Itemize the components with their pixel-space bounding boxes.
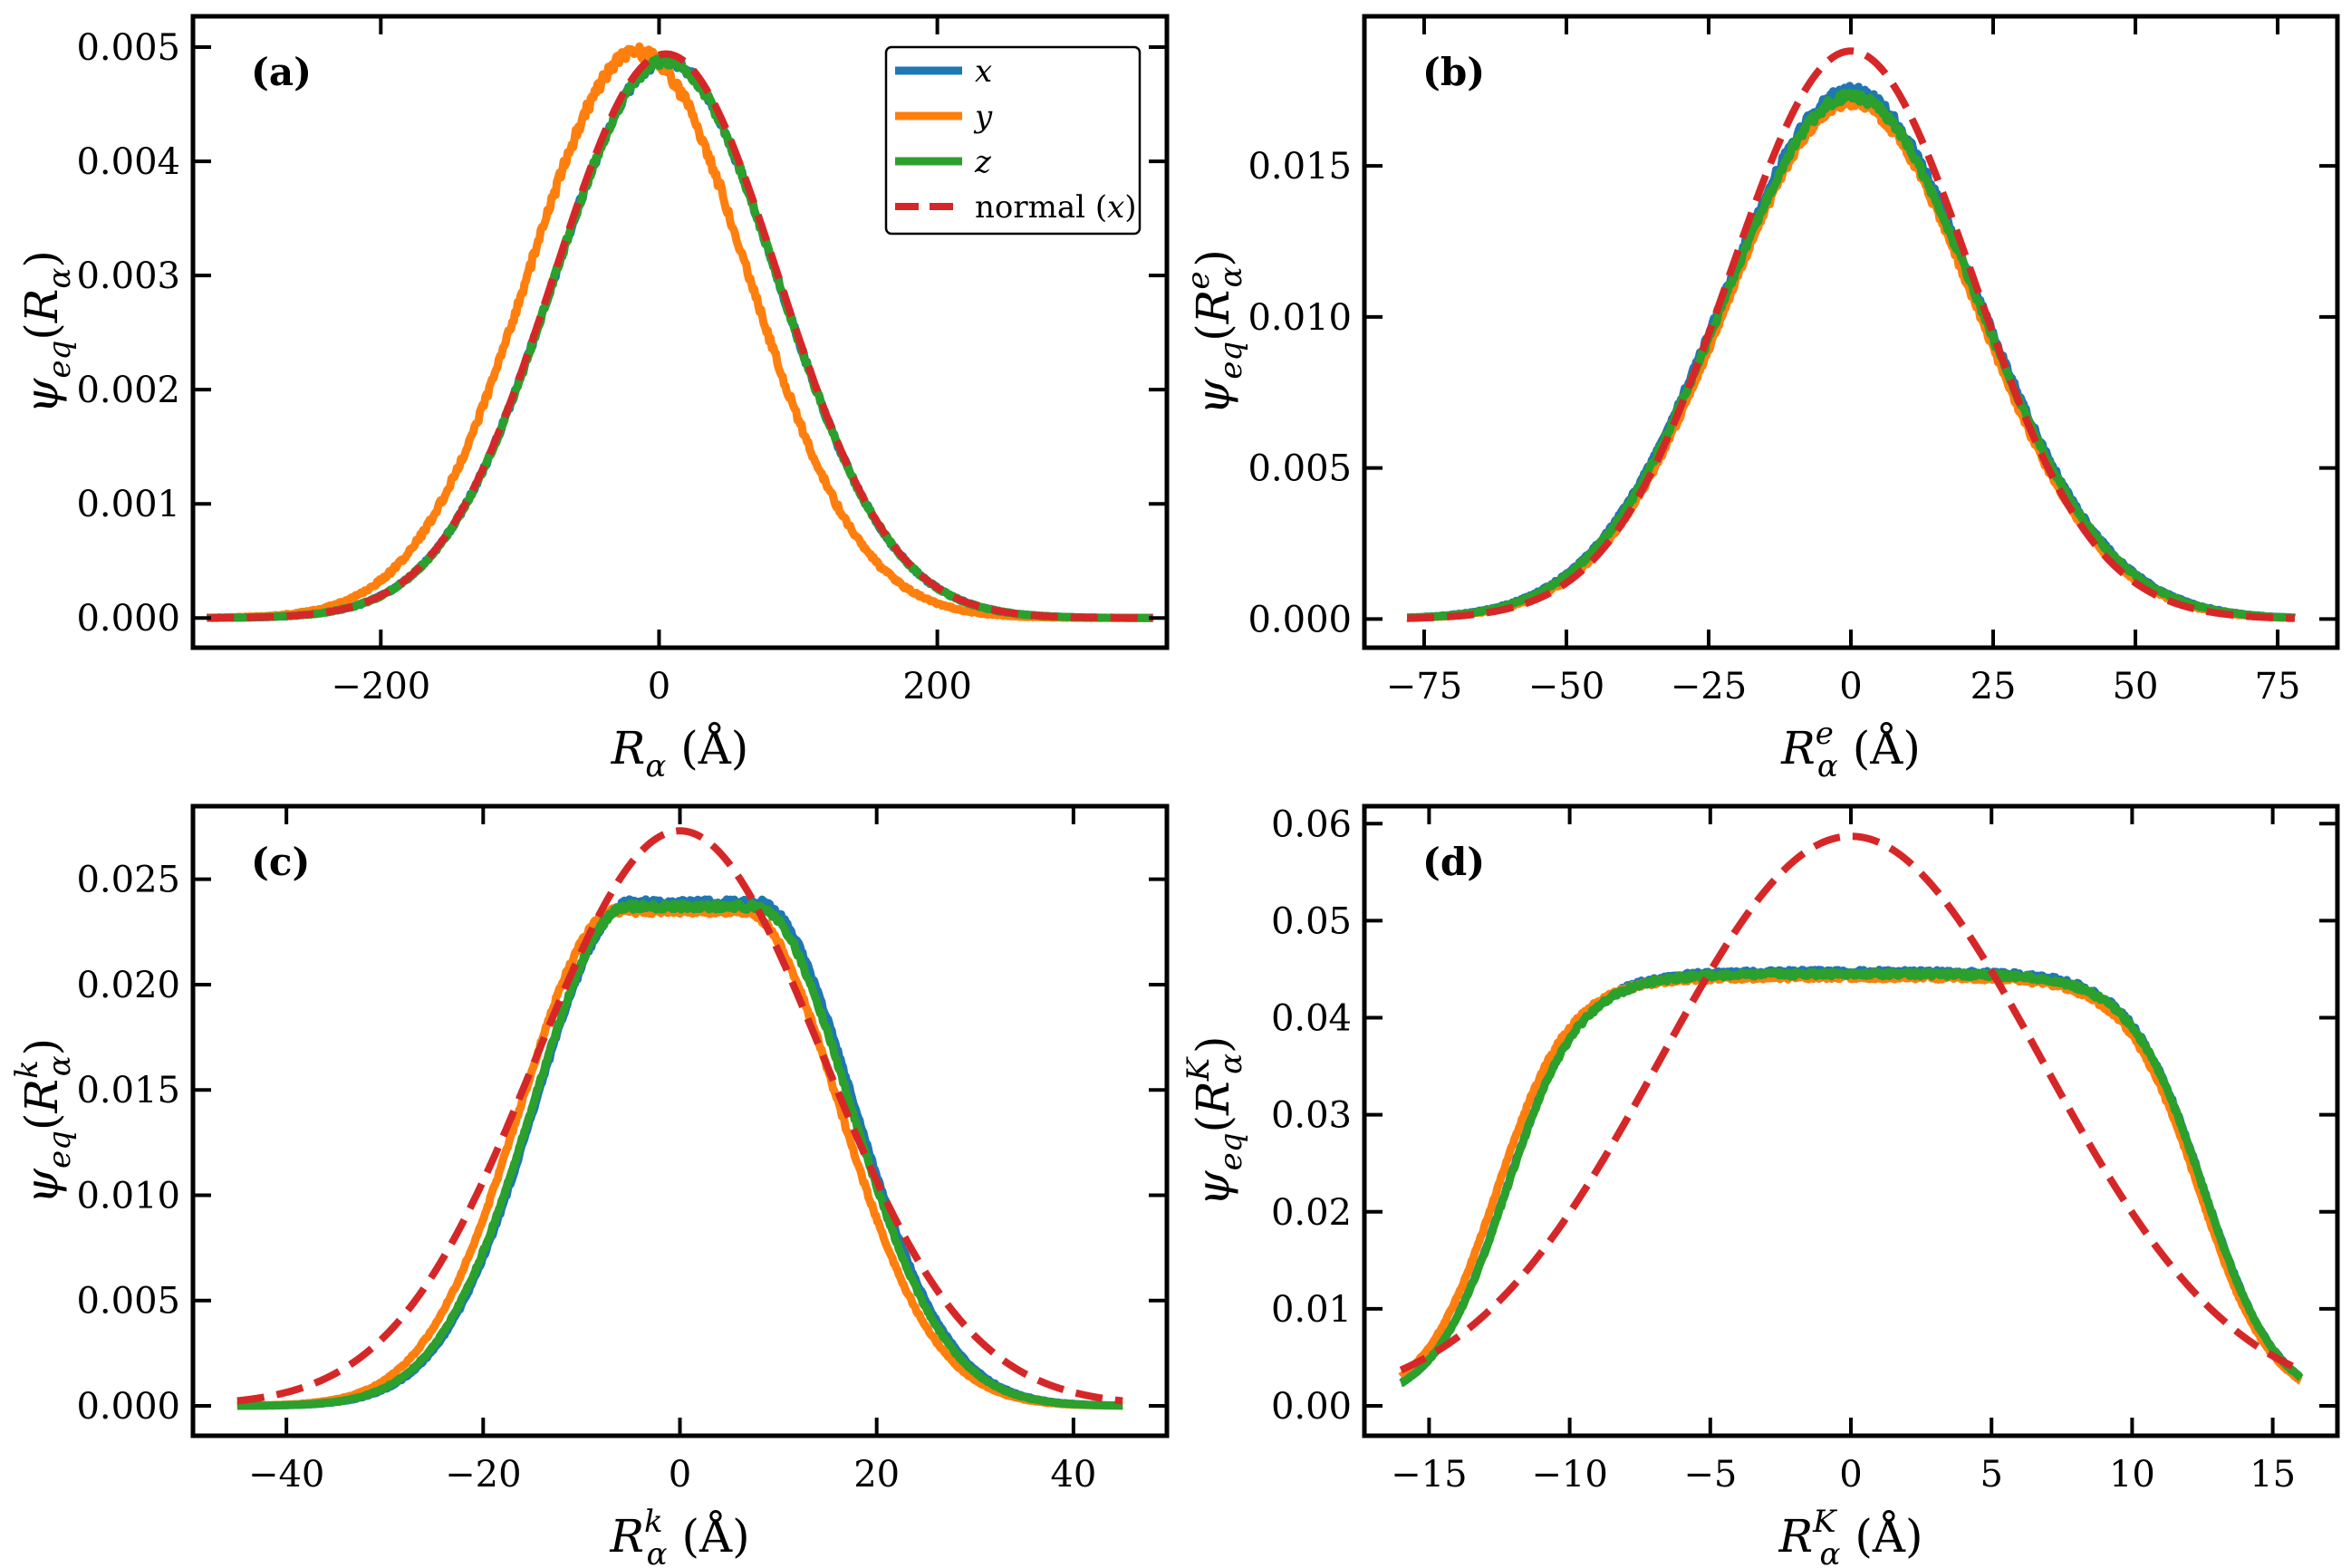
x-tick-label: 20	[853, 1454, 900, 1496]
series-line-normal	[1398, 832, 2304, 1374]
y-tick-label: 0.000	[1248, 599, 1352, 640]
x-tick-label: 0	[1839, 666, 1862, 707]
legend: xyz normal (x)	[884, 45, 1142, 236]
y-tick-label: 0.010	[76, 1175, 180, 1217]
y-tick-label: 0.020	[76, 965, 180, 1006]
y-axis-title: ψeq(Rα)	[15, 250, 78, 414]
x-tick-label: 25	[1970, 666, 2017, 707]
series-group	[1398, 832, 2304, 1388]
series-line-normal	[204, 50, 1156, 622]
legend-label-y: y	[973, 99, 993, 135]
series-line-y	[1398, 970, 2304, 1385]
y-tick-label: 0.000	[76, 598, 180, 640]
x-tick-label: 75	[2255, 666, 2301, 707]
series-group	[204, 42, 1156, 622]
plot-frame	[190, 14, 1170, 650]
legend-box	[884, 45, 1142, 236]
x-tick-label: −75	[1386, 666, 1462, 707]
x-tick-label: −200	[331, 666, 430, 707]
x-tick-label: 0	[1839, 1454, 1862, 1496]
y-tick-label: 0.05	[1271, 900, 1352, 942]
panel-d: −15 −10 −5 0 5 10 15 0.00 0.01 0.02 0.03 0.04 0.05 0.…	[1180, 803, 2340, 1568]
series-line-x	[234, 895, 1126, 1410]
x-tick-label: −40	[248, 1454, 324, 1496]
legend-label-x: x	[975, 53, 992, 90]
y-tick-label: 0.025	[76, 860, 180, 901]
plot-frame	[1362, 803, 2340, 1438]
x-tick-label: 15	[2250, 1454, 2296, 1496]
y-tick-label: 0.002	[76, 370, 180, 411]
x-tick-label: −10	[1531, 1454, 1607, 1496]
y-tick-label: 0.001	[76, 484, 180, 525]
panel-label: (a)	[251, 50, 312, 94]
y-tick-label: 0.015	[76, 1070, 180, 1111]
series-line-y	[204, 42, 1156, 622]
y-tick-label: 0.03	[1271, 1095, 1352, 1137]
series-line-y	[234, 903, 1126, 1410]
x-tick-label: 50	[2113, 666, 2159, 707]
series-line-z	[234, 899, 1126, 1410]
x-tick-label: −5	[1683, 1454, 1737, 1496]
series-group	[1404, 47, 2298, 622]
x-axis-title: Re α (Å)	[1780, 716, 1921, 784]
y-tick-label: 0.005	[76, 1281, 180, 1323]
y-tick-label: 0.000	[76, 1386, 180, 1428]
y-tick-label: 0.015	[1248, 146, 1352, 188]
y-tick-label: 0.005	[76, 27, 180, 69]
series-line-z	[1398, 967, 2304, 1388]
y-tick-label: 0.02	[1271, 1192, 1352, 1234]
series-group	[234, 827, 1126, 1410]
y-tick-label: 0.01	[1271, 1289, 1352, 1331]
y-axis-title: ψeq(Reα)	[1180, 249, 1249, 415]
y-axis-title: ψeq(RKα)	[1180, 1035, 1249, 1206]
series-line-y	[1404, 95, 2298, 622]
panel-label: (b)	[1422, 50, 1485, 94]
series-line-normal	[235, 827, 1125, 1405]
y-tick-label: 0.00	[1271, 1386, 1352, 1428]
x-tick-label: −50	[1528, 666, 1604, 707]
x-tick-label: 0	[669, 1454, 691, 1496]
x-axis-title: Rα (Å)	[611, 721, 749, 784]
x-tick-label: 200	[902, 666, 971, 707]
y-tick-label: 0.010	[1248, 297, 1352, 339]
x-tick-label: 10	[2109, 1454, 2155, 1496]
panel-label: (d)	[1422, 840, 1485, 884]
series-line-normal	[1404, 47, 2298, 622]
series-line-x	[1398, 966, 2304, 1388]
y-tick-label: 0.04	[1271, 998, 1352, 1040]
legend-label-normal: normal (x)	[975, 189, 1137, 226]
y-axis-title: ψeq(Rkα)	[9, 1038, 78, 1204]
y-tick-label: 0.004	[76, 141, 180, 183]
series-line-x	[1404, 82, 2298, 622]
x-tick-label: 40	[1050, 1454, 1096, 1496]
x-axis-title: RK α (Å)	[1778, 1504, 1922, 1568]
plot-frame	[1362, 14, 2340, 650]
series-line-z	[1404, 88, 2298, 622]
legend-label-z: z	[974, 144, 992, 180]
x-tick-label: −25	[1671, 666, 1747, 707]
x-tick-label: 5	[1980, 1454, 2002, 1496]
y-tick-label: 0.06	[1271, 803, 1352, 845]
panel-b: −75 −50 −25 0 25 50 75 0.000 0.005 0.010 0.015 (b) R…	[1180, 14, 2340, 784]
x-tick-label: 0	[648, 666, 670, 707]
panel-label: (c)	[251, 840, 310, 884]
x-tick-label: −15	[1391, 1454, 1467, 1496]
x-tick-label: −20	[445, 1454, 521, 1496]
y-tick-label: 0.005	[1248, 448, 1352, 490]
panel-c: −40 −20 0 20 40 0.000 0.005 0.010 0.015 0.020 0.02…	[9, 803, 1170, 1568]
x-axis-title: Rk α (Å)	[609, 1504, 749, 1568]
y-tick-label: 0.003	[76, 255, 180, 297]
panel-a: −200 0 200 0.000 0.001 0.002 0.003 0.004 0.005 (a…	[15, 14, 1170, 784]
